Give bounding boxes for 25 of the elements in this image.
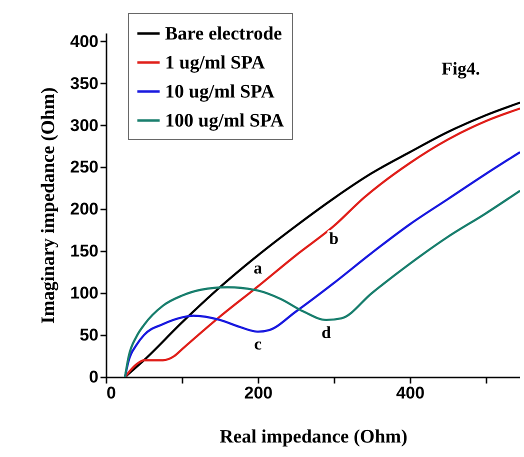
x-tick-label: 0 bbox=[106, 384, 116, 402]
legend-label: Bare electrode bbox=[165, 24, 282, 44]
annotation: Fig4. bbox=[442, 58, 480, 78]
legend-label: 1 ug/ml SPA bbox=[165, 52, 266, 74]
x-tick-label: 400 bbox=[396, 384, 425, 402]
y-tick-label: 200 bbox=[70, 200, 98, 219]
y-tick-label: 400 bbox=[70, 32, 98, 51]
y-axis-title: Imaginary impedance (Ohm) bbox=[38, 87, 60, 324]
x-axis-title: Real impedance (Ohm) bbox=[220, 426, 408, 448]
legend-label: 10 ug/ml SPA bbox=[165, 82, 275, 102]
annotation: d bbox=[322, 322, 332, 342]
y-tick-label: 150 bbox=[70, 242, 98, 261]
y-tick-label: 50 bbox=[80, 326, 98, 345]
y-tick-label: 300 bbox=[70, 116, 98, 135]
line-series bbox=[124, 190, 520, 377]
annotation: b bbox=[329, 228, 339, 248]
y-tick-label: 0 bbox=[89, 368, 98, 386]
y-tick-label: 100 bbox=[70, 284, 98, 303]
line-series bbox=[124, 151, 520, 377]
annotation: a bbox=[254, 258, 263, 278]
legend-label: 100 ug/ml SPA bbox=[165, 110, 284, 132]
x-tick-label: 200 bbox=[244, 384, 273, 402]
y-tick-label: 350 bbox=[70, 74, 98, 93]
annotation: c bbox=[254, 334, 262, 354]
y-tick-label: 250 bbox=[70, 158, 98, 177]
